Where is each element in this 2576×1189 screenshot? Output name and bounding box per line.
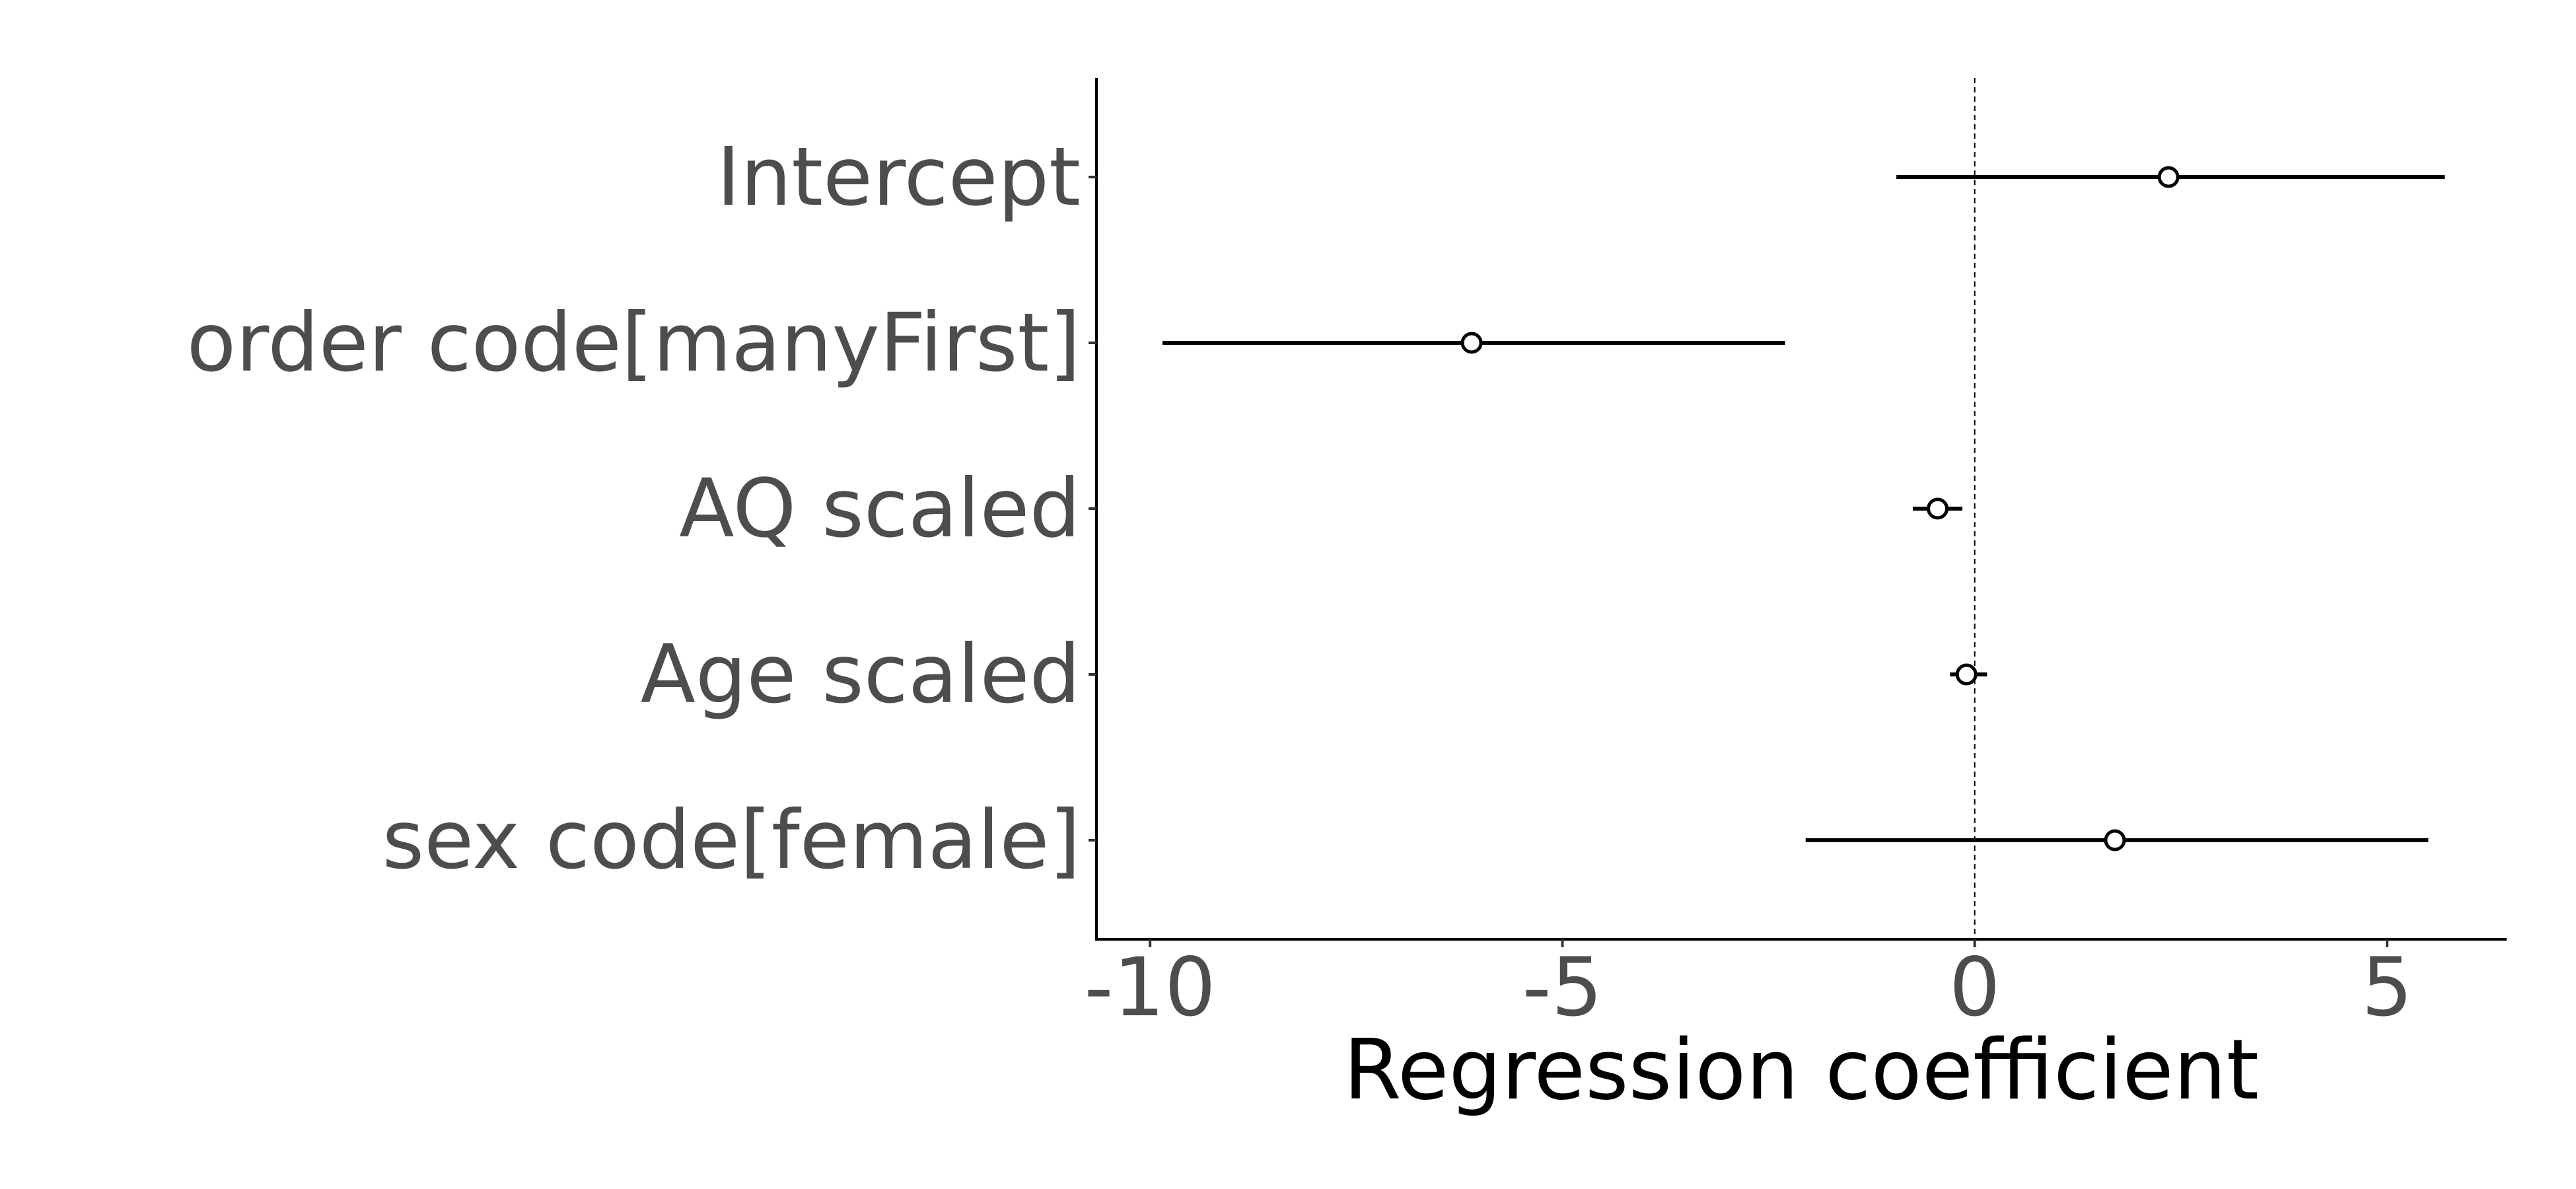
estimate-point <box>1460 332 1483 354</box>
x-tick-label: 0 <box>1949 941 2001 1034</box>
x-axis-title: Regression coefficient <box>1343 1021 2259 1118</box>
x-tick-label: -5 <box>1522 941 1603 1034</box>
y-tick-label: order code[manyFirst] <box>187 296 1081 390</box>
y-tick-label: sex code[female] <box>382 793 1081 887</box>
y-tick-label: Age scaled <box>640 628 1081 721</box>
estimate-point <box>1927 497 1949 520</box>
y-tick-label: Intercept <box>717 130 1081 224</box>
estimate-point <box>1955 663 1978 686</box>
estimate-point <box>2157 166 2180 188</box>
x-tick-label: 5 <box>2361 941 2413 1034</box>
y-tick-label: AQ scaled <box>679 462 1081 556</box>
x-tick-label: -10 <box>1085 941 1216 1034</box>
estimate-point <box>2104 829 2126 851</box>
